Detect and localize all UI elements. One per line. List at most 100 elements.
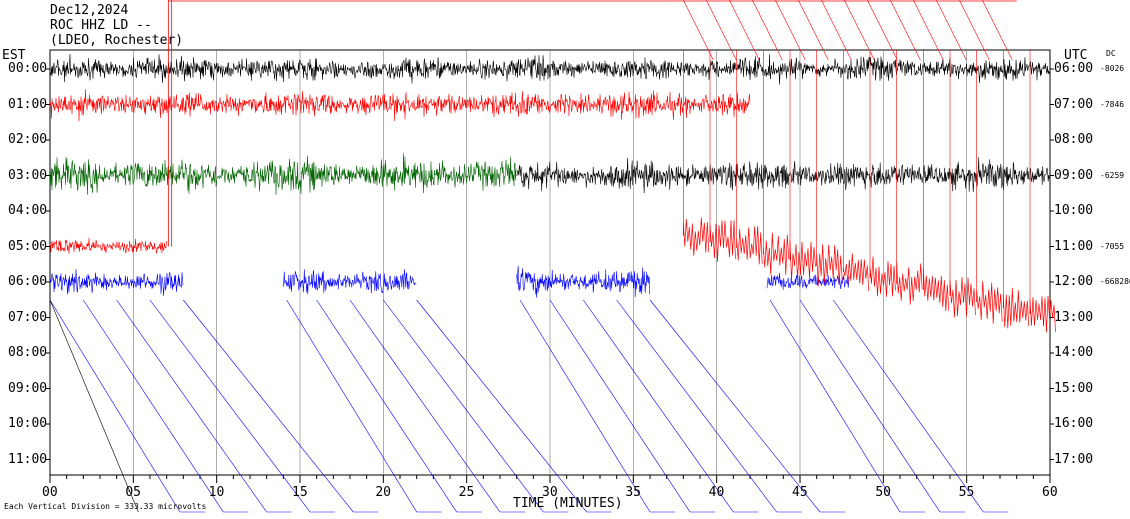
trace-connector	[286, 299, 417, 513]
trace-connector	[775, 0, 806, 61]
trace-connector	[583, 299, 734, 513]
trace-connector	[316, 299, 457, 513]
trace-connector	[706, 0, 737, 61]
right-tick-label: 14:00	[1054, 345, 1094, 360]
dc-offset-label: -8026	[1100, 64, 1125, 73]
seismic-trace	[49, 153, 517, 195]
x-tick-label: 05	[125, 485, 141, 500]
seismic-trace	[1029, 295, 1056, 333]
seismic-trace	[682, 217, 710, 256]
right-tick-label: 15:00	[1054, 380, 1094, 396]
trace-connector	[116, 299, 267, 513]
trace-connector	[844, 0, 875, 61]
header-network: (LDEO, Rochester)	[50, 33, 184, 48]
x-tick-label: 60	[1042, 485, 1058, 500]
seismic-trace	[842, 253, 870, 292]
header-station: ROC HHZ LD --	[50, 18, 152, 33]
trace-connector	[959, 0, 990, 61]
trace-connector	[349, 299, 501, 513]
left-tick-label: 11:00	[8, 451, 48, 467]
trace-connector	[549, 299, 691, 513]
seismic-trace	[896, 262, 923, 305]
trace-connector	[867, 0, 898, 61]
trace-connector	[769, 299, 901, 513]
trace-connector	[83, 299, 224, 513]
trace-connector	[616, 299, 777, 513]
right-tick-label: 17:00	[1054, 451, 1094, 467]
dc-label: DC	[1106, 49, 1116, 58]
left-tick-label: 10:00	[8, 416, 48, 431]
seismic-trace	[49, 53, 1051, 85]
seismic-trace	[789, 240, 816, 281]
dc-offset-label: -6682866	[1100, 277, 1130, 286]
trace-connector	[683, 0, 714, 61]
x-tick-label: 50	[875, 485, 891, 500]
x-tick-label: 25	[458, 485, 475, 500]
left-tick-label: 08:00	[8, 345, 48, 360]
left-tick-label: 09:00	[8, 380, 48, 396]
trace-connector	[649, 299, 821, 513]
x-tick-label: 30	[542, 485, 558, 500]
footer-scale: Each Vertical Division = 333.33 microvol…	[4, 502, 207, 511]
left-tick-label: 00:00	[8, 61, 48, 76]
right-tick-label: 16:00	[1054, 416, 1094, 431]
x-axis-label: TIME (MINUTES)	[513, 496, 623, 511]
trace-connector	[729, 0, 760, 61]
x-tick-label: 20	[375, 485, 391, 500]
right-tick-label: 11:00	[1054, 238, 1094, 254]
header-date: Dec12,2024	[50, 3, 129, 18]
dc-offset-label: -6259	[1100, 170, 1125, 180]
left-tick-label: 07:00	[8, 309, 48, 325]
trace-connector	[936, 0, 967, 61]
dc-offset-label: -7055	[1100, 241, 1125, 251]
trace-connector	[383, 299, 544, 513]
right-tick-label: 07:00	[1054, 96, 1094, 112]
x-tick-label: 55	[958, 485, 975, 500]
seismic-trace	[49, 88, 751, 122]
trace-connector	[49, 299, 181, 513]
dc-offset-label: -7846	[1100, 99, 1125, 109]
seismic-trace	[976, 281, 1003, 324]
seismic-trace	[736, 225, 763, 265]
trace-connector	[833, 299, 984, 513]
left-tick-label: 03:00	[8, 167, 48, 183]
trace-connector	[913, 0, 944, 61]
right-timezone: UTC	[1064, 48, 1088, 63]
trace-connector	[752, 0, 783, 61]
x-tick-label: 40	[708, 485, 725, 500]
seismic-trace	[949, 277, 976, 318]
trace-connector	[798, 0, 829, 61]
seismic-trace	[922, 267, 950, 312]
left-tick-label: 05:00	[8, 238, 48, 254]
x-tick-label: 00	[42, 485, 58, 500]
trace-connector	[183, 299, 354, 513]
seismic-trace	[869, 256, 896, 297]
trace-connector	[982, 0, 1013, 61]
trace-connector	[799, 299, 941, 513]
right-tick-label: 09:00	[1054, 167, 1094, 183]
trace-connector	[519, 299, 651, 513]
left-tick-label: 06:00	[8, 274, 48, 289]
trace-connector	[890, 0, 921, 61]
left-tick-label: 04:00	[8, 203, 48, 218]
trace-connector	[49, 299, 139, 513]
trace-connector	[416, 299, 587, 513]
trace-connector	[149, 299, 311, 513]
left-tick-label: 01:00	[8, 96, 48, 112]
seismic-trace	[49, 237, 167, 254]
seismic-trace	[766, 272, 850, 290]
right-tick-label: 08:00	[1054, 132, 1094, 147]
x-tick-label: 35	[625, 485, 641, 500]
seismic-trace	[762, 232, 790, 275]
left-tick-label: 02:00	[8, 132, 48, 147]
right-tick-label: 13:00	[1054, 309, 1094, 325]
x-tick-label: 45	[792, 485, 808, 500]
seismic-trace	[516, 157, 1050, 194]
right-tick-label: 10:00	[1054, 203, 1094, 218]
seismic-trace	[516, 265, 650, 298]
x-tick-label: 15	[292, 485, 308, 500]
seismic-trace	[283, 269, 417, 295]
right-tick-label: 06:00	[1054, 61, 1094, 76]
